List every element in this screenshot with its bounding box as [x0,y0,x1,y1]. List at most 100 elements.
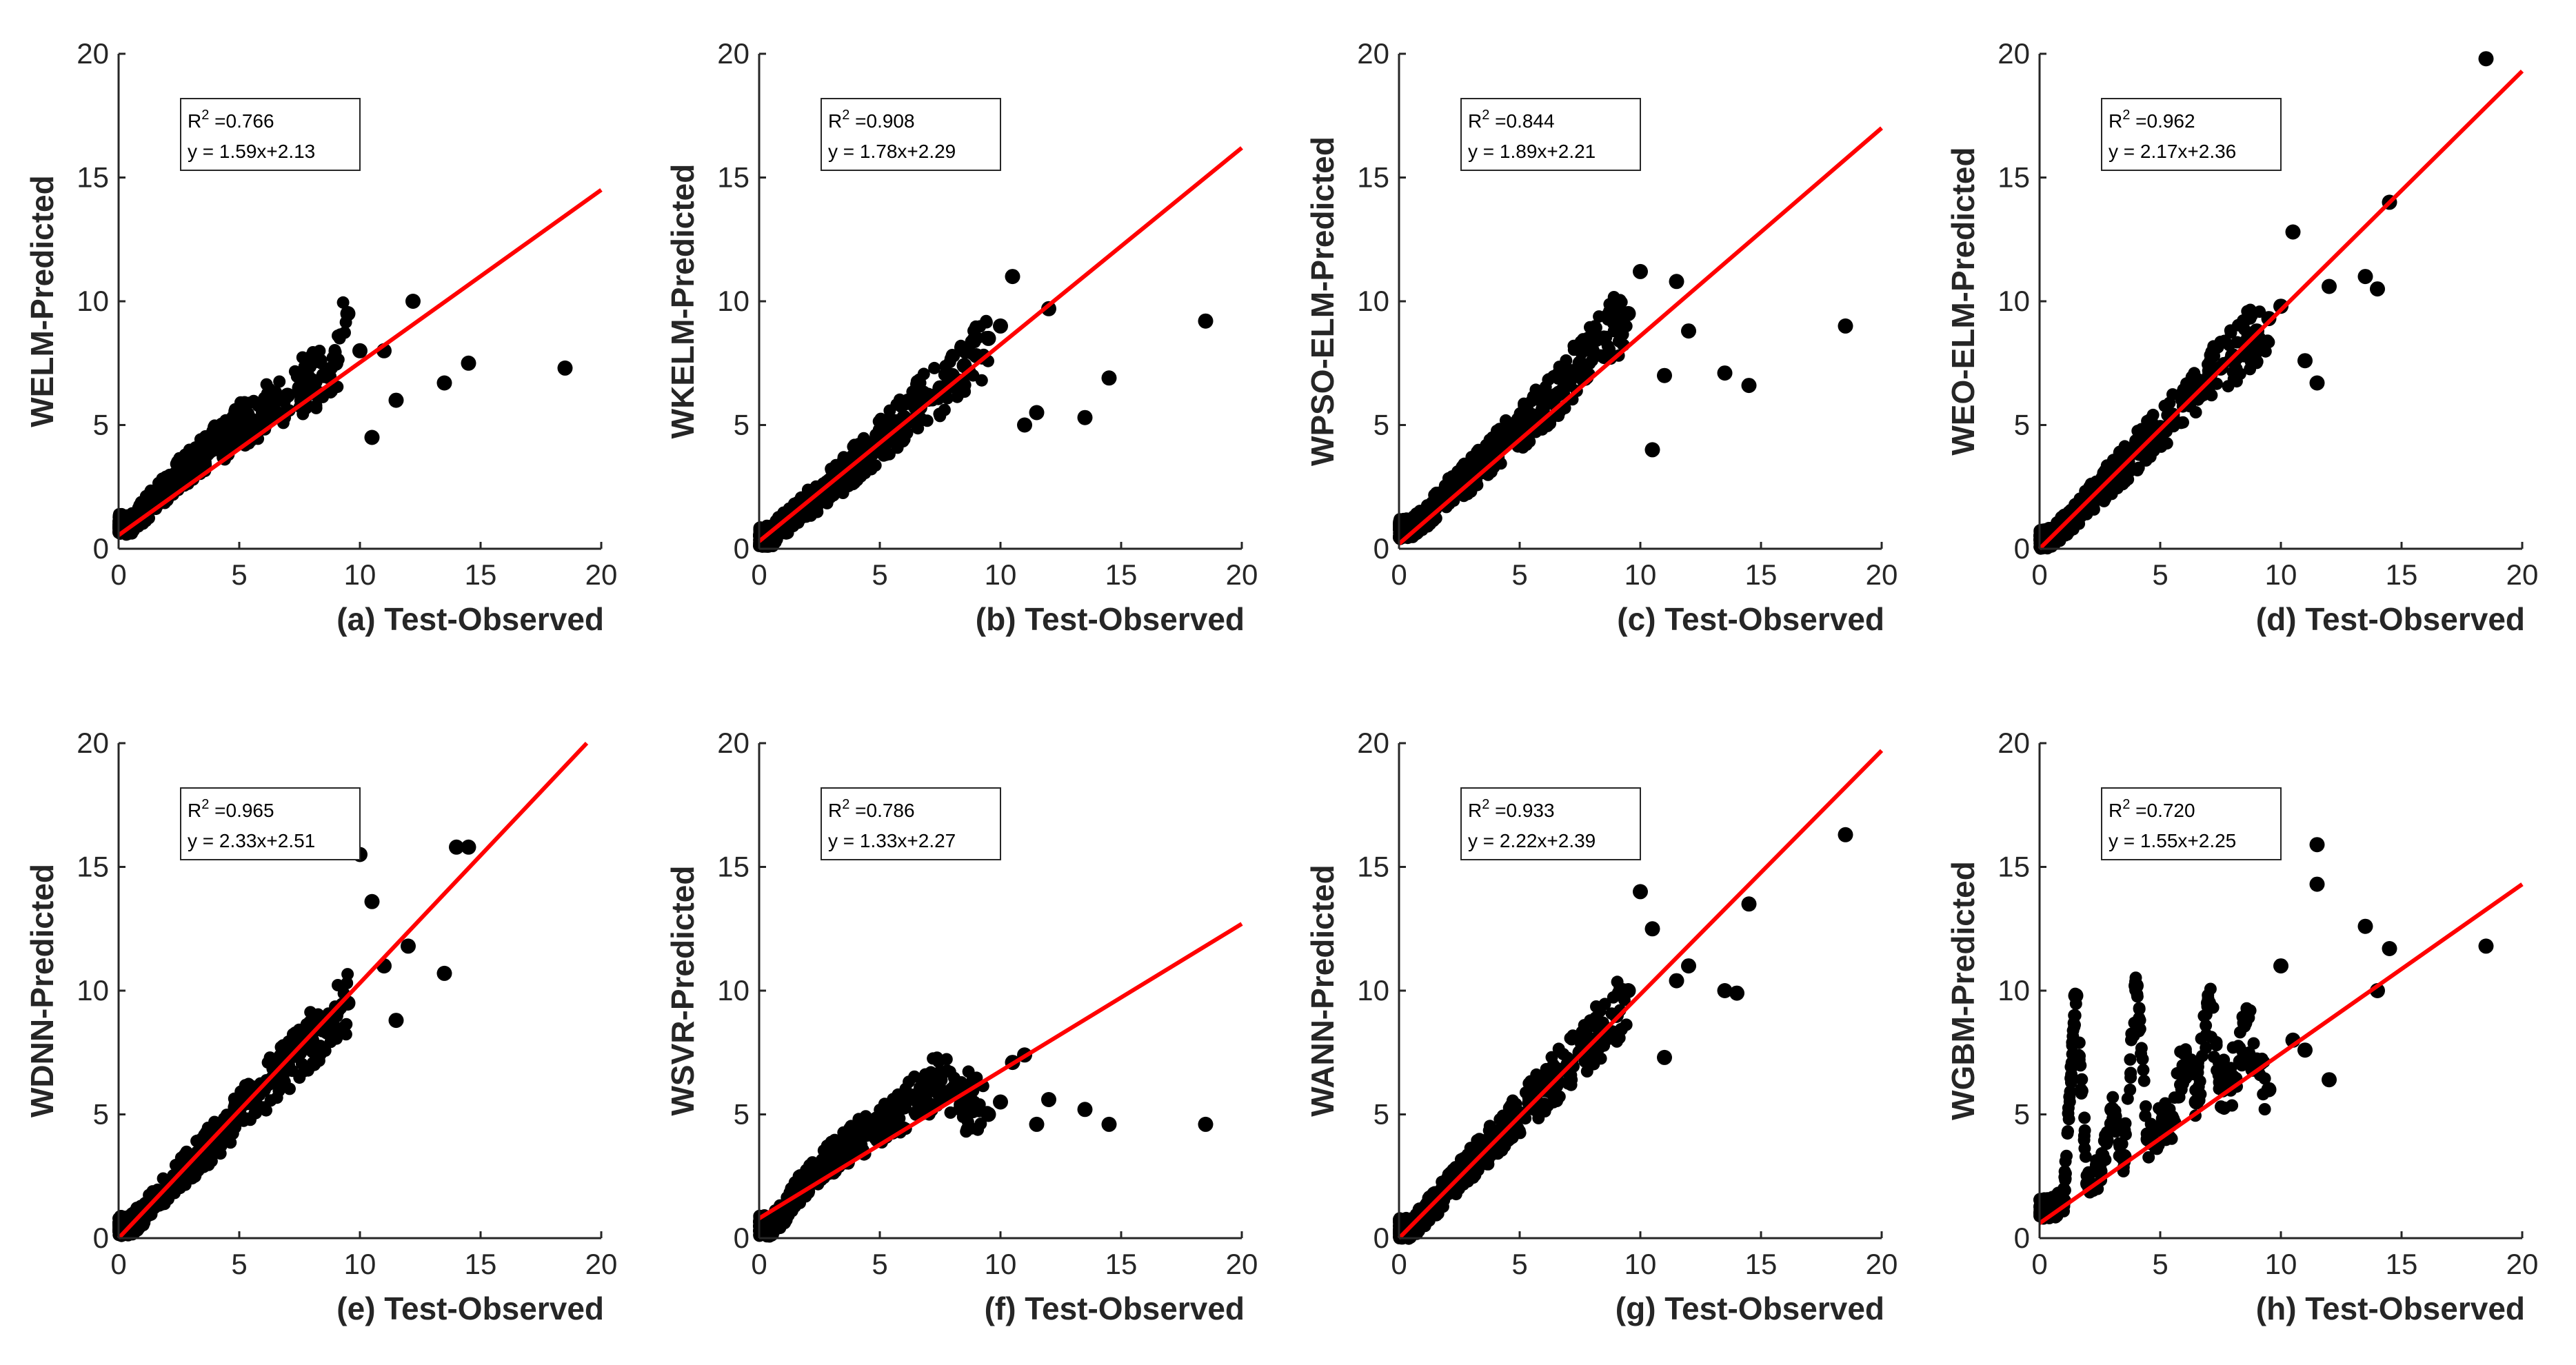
x-axis-label: (h) Test-Observed [2256,1291,2525,1326]
data-point [341,968,354,981]
data-point [2062,1102,2075,1115]
data-point [2200,1019,2213,1032]
panel-5: 0 5 10 15 20 0 5 10 15 20 (f) Test-Observed WSVR-Pr… [665,727,1258,1326]
r2-text: R2 =0.962 [2109,108,2195,132]
stats-box [821,787,1001,860]
data-point [2357,269,2373,285]
data-point [1620,305,1636,321]
data-point [958,1110,971,1123]
panel-3: 0 5 10 15 20 0 5 10 15 20 (d) Test-Observed WEO-ELM… [1945,37,2538,637]
data-point [1589,1011,1602,1024]
y-axis-label: WDNN-Predicted [24,864,60,1118]
data-point [461,355,476,371]
data-point [1657,367,1672,383]
data-point [993,318,1008,334]
y-tick-label: 15 [717,161,749,194]
data-point [1476,452,1491,467]
data-point [301,1064,314,1077]
y-tick-label: 15 [77,161,109,194]
data-point [388,392,404,408]
data-point [1101,1116,1117,1132]
data-point [2142,1151,2155,1164]
data-point [2137,1064,2150,1077]
y-axis-label: WKELM-Predicted [665,164,701,439]
data-point [2078,1124,2091,1137]
data-point [328,355,343,371]
data-point [958,385,972,398]
y-tick-label: 20 [1357,37,1389,70]
stats-box [1460,98,1641,171]
y-tick-label: 10 [77,285,109,317]
x-tick-label: 5 [872,558,887,591]
data-point [292,1029,305,1042]
y-tick-label: 0 [734,1222,749,1254]
y-tick-label: 5 [93,409,109,441]
data-point [975,374,988,387]
data-point [1598,352,1610,365]
data-point [2261,311,2277,327]
x-axis-label: (e) Test-Observed [336,1291,604,1326]
x-tick-label: 5 [1511,558,1527,591]
data-point [219,1119,235,1135]
data-point [305,354,318,367]
data-point [1538,1098,1551,1111]
data-point [239,1079,252,1092]
data-point [776,1206,791,1222]
data-point [2163,396,2176,410]
data-point [195,1132,208,1145]
data-point [1041,1092,1056,1107]
data-point [899,1082,912,1095]
data-point [1596,330,1612,346]
data-point [1077,410,1093,425]
x-tick-label: 5 [1511,1248,1527,1280]
data-point [1496,1144,1509,1157]
data-point [310,399,323,412]
data-point [2234,319,2247,332]
data-point [1488,442,1503,458]
data-point [159,479,174,495]
y-tick-label: 5 [2014,1098,2030,1131]
data-point [273,375,286,388]
data-point [1607,991,1620,1004]
data-point [2127,1029,2140,1042]
data-point [1560,372,1576,388]
data-point [2222,380,2235,393]
data-point [1500,432,1516,447]
x-tick-label: 10 [1624,558,1657,591]
data-point [2478,938,2494,954]
data-point [836,1141,852,1157]
data-point [2370,281,2385,297]
data-point [405,294,421,309]
r2-text: R2 =0.786 [828,797,915,821]
y-tick-label: 20 [77,727,109,759]
y-axis-label: WANN-Predicted [1305,865,1340,1116]
data-point [1518,397,1531,410]
data-point [314,354,328,367]
x-tick-label: 0 [2031,1248,2047,1280]
y-axis-label: WSVR-Predicted [665,866,701,1116]
x-tick-label: 15 [465,558,497,591]
data-point [2201,995,2216,1011]
data-point [872,1116,887,1132]
data-point [911,420,924,433]
x-tick-label: 5 [2152,558,2168,591]
data-point [1620,983,1636,998]
y-tick-label: 0 [93,1222,109,1254]
data-point [1633,263,1648,279]
data-point [1548,387,1564,403]
panel-7: 0 5 10 15 20 0 5 10 15 20 (h) Test-Observed WGBM-Pr… [1945,727,2538,1326]
data-point [436,965,452,981]
fit-line [117,188,603,537]
y-tick-label: 15 [1357,161,1389,194]
fit-line [758,146,1243,543]
y-axis-label: WPSO-ELM-Predicted [1305,136,1340,466]
data-point [868,459,881,472]
data-point [292,380,308,396]
fit-line [758,922,1243,1220]
x-tick-label: 0 [751,1248,767,1280]
data-point [2068,988,2084,1004]
r2-text: R2 =0.766 [188,108,274,132]
equation-text: y = 1.33x+2.27 [828,830,956,851]
y-tick-label: 10 [1998,285,2030,317]
data-point [2064,1085,2077,1098]
